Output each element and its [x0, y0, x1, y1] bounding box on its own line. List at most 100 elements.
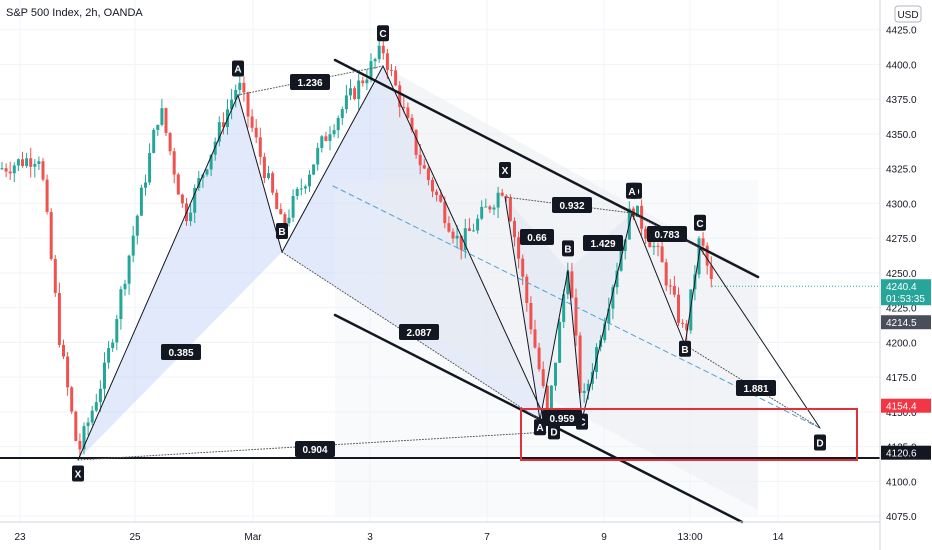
price-tag-t2: [881, 315, 931, 330]
candle-body-711: [709, 265, 713, 280]
candle-body-486: [484, 206, 488, 208]
time-tick-2: Mar: [244, 532, 262, 543]
time-tick-3: 3: [367, 532, 373, 543]
candle-body-351: [349, 88, 352, 96]
xabcd-wing-fill-1: [78, 95, 282, 460]
point-badge-10: [626, 182, 638, 199]
candle-body-482: [480, 206, 484, 219]
candle-body-580: [578, 335, 582, 393]
candle-body-264: [262, 156, 266, 178]
point-label-6: A: [536, 423, 543, 434]
ratio-badge-1: [161, 344, 201, 360]
price-tag-t3: [881, 398, 931, 413]
time-axis-ticks: 23 25 Mar 3 7 9 13:00 14: [14, 532, 784, 543]
point-label-1: A: [234, 65, 241, 76]
price-tag-last: [881, 279, 931, 306]
point-badge-13: [814, 434, 826, 451]
candle-body-428: [426, 168, 430, 180]
ratio-label-7: 0.959: [549, 414, 574, 425]
xabcd-wing-fill-4: [568, 213, 632, 420]
candle-body-248: [246, 92, 250, 117]
candle-body-51: [49, 211, 53, 259]
point-badge-2: [276, 223, 288, 240]
candle-body-6: [4, 168, 8, 172]
candle-body-437: [435, 191, 439, 195]
candle-body-273: [271, 173, 275, 193]
currency-label: USD: [897, 10, 918, 21]
candle-body-27: [25, 158, 29, 167]
candle-body-342: [340, 109, 344, 118]
candle-body-449: [447, 223, 451, 232]
price-tag-text-t4-0: 4120.6: [886, 449, 917, 460]
candle-body-268: [267, 173, 270, 178]
point-label-0: X: [75, 470, 82, 481]
price-tick-1: 4400.0: [886, 60, 917, 71]
candle-body-359: [357, 80, 361, 99]
candle-body-199: [197, 178, 201, 189]
candle-body-293: [291, 195, 295, 218]
ratio-label-5: 0.66: [527, 233, 547, 244]
candle-body-178: [176, 174, 180, 195]
candle-body-576: [574, 297, 578, 336]
currency-badge[interactable]: [894, 5, 922, 23]
candle-body-572: [570, 271, 574, 298]
price-tags: 4240.401:53:35 4214.5 4154.4 4120.6: [881, 279, 931, 460]
ratio-label-9: 1.881: [743, 384, 768, 395]
candle-body-260: [258, 137, 262, 157]
price-tick-13: 4100.0: [886, 477, 917, 488]
ratio-badge-8: [647, 226, 687, 242]
candle-body-383: [381, 45, 385, 54]
candle-body-35: [33, 163, 37, 167]
candle-body-617: [615, 270, 619, 288]
candle-body-412: [410, 117, 414, 130]
time-tick-5: 9: [601, 532, 607, 543]
candle-body-613: [611, 287, 615, 309]
candle-body-396: [394, 70, 398, 86]
ratio-badge-0: [290, 74, 330, 90]
candle-body-10: [8, 171, 12, 174]
price-tag-text-last-0: 4240.4: [886, 282, 917, 293]
price-tick-3: 4350.0: [886, 130, 917, 141]
candle-body-59: [57, 292, 61, 345]
point-label-4: D: [550, 427, 557, 438]
candle-body-392: [390, 69, 393, 71]
time-axis: 23 25 Mar 3 7 9 13:00 14: [0, 521, 880, 543]
candle-body-670: [668, 285, 672, 287]
price-tag-t4: [881, 445, 931, 460]
candle-body-232: [230, 99, 234, 110]
ratio-badge-4: [552, 197, 592, 213]
candle-body-584: [582, 390, 586, 393]
candle-body-683: [681, 322, 685, 324]
candle-body-547: [545, 385, 549, 410]
candle-body-638: [636, 205, 639, 217]
candle-body-219: [217, 122, 221, 142]
candle-body-330: [328, 134, 332, 141]
candle-body-646: [644, 228, 648, 239]
candle-body-498: [496, 192, 500, 208]
candle-body-244: [242, 82, 246, 93]
candle-body-457: [455, 235, 459, 239]
candle-body-125: [123, 283, 127, 290]
candle-body-96: [94, 402, 98, 411]
candle-body-387: [385, 53, 389, 70]
candle-body-531: [529, 302, 533, 330]
candle-body-55: [53, 258, 57, 293]
point-badge-3: [377, 25, 389, 42]
candle-body-240: [238, 82, 242, 91]
point-badge-4: [548, 423, 560, 440]
point-label-2: B: [278, 227, 285, 238]
candle-body-465: [463, 228, 467, 250]
point-label-13: D: [816, 439, 823, 450]
candle-body-285: [283, 214, 287, 224]
candle-body-519: [517, 237, 521, 259]
candle-body-560: [558, 321, 562, 363]
candle-body-207: [205, 169, 209, 175]
candle-body-510: [508, 197, 512, 221]
candle-body-474: [472, 230, 475, 232]
price-tick-9: 4200.0: [886, 338, 917, 349]
candle-body-64: [62, 344, 65, 357]
point-label-3: C: [379, 29, 386, 40]
chart-title: S&P 500 Index, 2h, OANDA: [6, 7, 143, 19]
candle-body-379: [377, 45, 381, 60]
candle-body-129: [127, 255, 131, 284]
